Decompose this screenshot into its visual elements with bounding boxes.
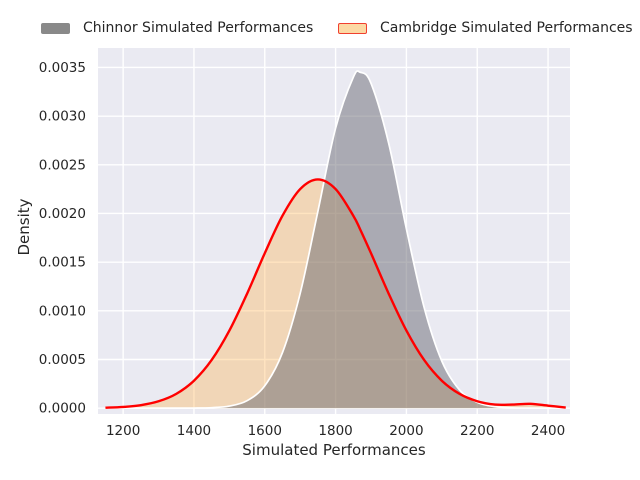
x-tick-label: 2400 xyxy=(531,423,565,439)
cambridge-density-line xyxy=(105,178,566,409)
y-tick-label: 0.0015 xyxy=(39,255,86,271)
cambridge-legend-swatch xyxy=(338,22,367,34)
chinnor-density-area xyxy=(105,70,566,409)
x-tick-label: 2200 xyxy=(460,423,494,439)
x-tick-label: 1400 xyxy=(177,423,211,439)
y-tick-label: 0.0005 xyxy=(39,352,86,368)
legend-item-cambridge: Cambridge Simulated Performances xyxy=(338,21,633,35)
y-tick-label: 0.0030 xyxy=(39,109,86,125)
y-tick-label: 0.0000 xyxy=(39,401,86,417)
y-tick-label: 0.0025 xyxy=(39,157,86,173)
x-tick-label: 2000 xyxy=(389,423,423,439)
x-axis-label: Simulated Performances xyxy=(242,441,426,459)
cambridge-legend-label: Cambridge Simulated Performances xyxy=(380,20,633,36)
legend-item-chinnor: Chinnor Simulated Performances xyxy=(41,21,313,35)
y-axis-label: Density xyxy=(15,198,33,256)
chinnor-density-line xyxy=(105,70,566,410)
chinnor-legend-label: Chinnor Simulated Performances xyxy=(83,20,314,36)
x-tick-label: 1200 xyxy=(106,423,140,439)
x-tick-label: 1800 xyxy=(318,423,352,439)
y-tick-label: 0.0020 xyxy=(39,206,86,222)
x-tick-label: 1600 xyxy=(248,423,282,439)
y-tick-label: 0.0035 xyxy=(39,60,86,76)
y-tick-label: 0.0010 xyxy=(39,303,86,319)
chinnor-legend-swatch xyxy=(41,22,70,34)
